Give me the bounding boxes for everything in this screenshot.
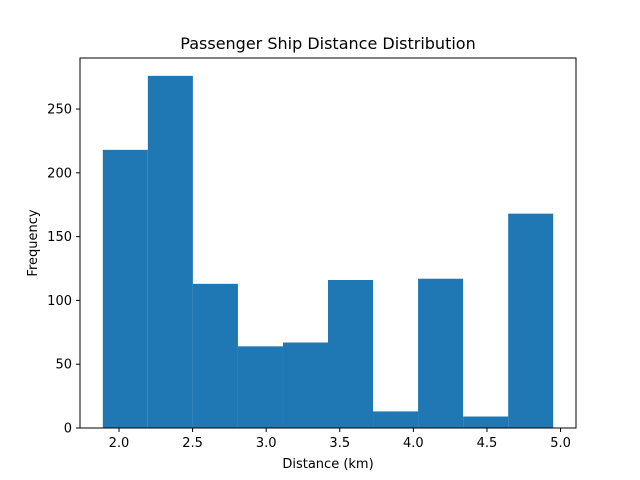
x-axis-label: Distance (km) [282,457,373,472]
x-tick-label: 5.0 [550,436,571,451]
y-tick-label: 50 [55,358,72,373]
y-tick-label: 200 [47,166,72,181]
histogram-bar [192,283,238,428]
bars-group [102,75,554,429]
y-tick-label: 150 [47,230,72,245]
histogram-bar [373,411,419,428]
histogram-bar [282,342,328,428]
x-tick-label: 2.0 [109,436,130,451]
x-tick-label: 4.5 [477,436,498,451]
y-tick-label: 100 [47,294,72,309]
x-tick-label: 2.5 [182,436,203,451]
x-tick-label: 3.5 [329,436,350,451]
histogram-bar [463,416,509,428]
x-axis: 2.0 2.5 3.0 3.5 4.0 4.5 5.0 [109,428,571,451]
y-axis-label: Frequency [26,209,41,276]
histogram-bar [418,278,464,428]
chart-title: Passenger Ship Distance Distribution [180,34,475,53]
x-tick-label: 3.0 [256,436,277,451]
y-tick-label: 0 [64,422,72,437]
histogram-bar [328,280,374,428]
histogram-bar [237,346,283,428]
y-tick-label: 250 [47,103,72,118]
y-axis: 0 50 100 150 200 250 [47,103,80,437]
histogram-bar [147,75,193,429]
plot-frame [79,57,577,429]
x-tick-label: 4.0 [403,436,424,451]
histogram-bar [102,149,148,429]
histogram-bar [508,213,554,428]
